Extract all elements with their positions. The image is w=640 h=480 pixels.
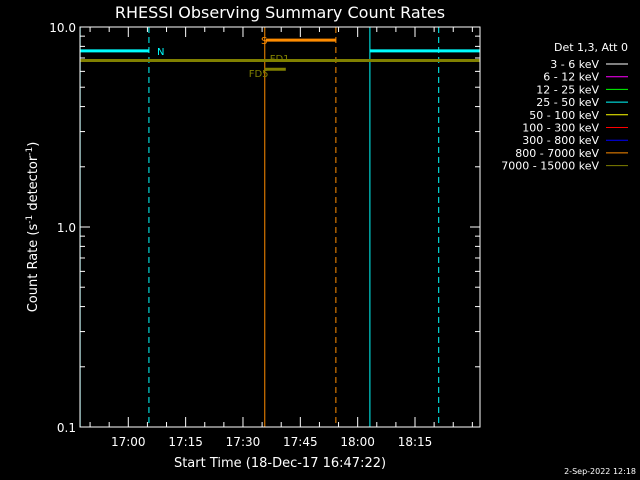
legend-label-2: 12 - 25 keV bbox=[536, 83, 599, 96]
y-axis-label-main: Count Rate (s bbox=[26, 224, 41, 313]
plot-frame bbox=[79, 26, 481, 428]
annotation-fd1: FD1 bbox=[270, 54, 290, 65]
legend-header: Det 1,3, Att 0 bbox=[554, 41, 628, 54]
y-tick-label: 0.1 bbox=[57, 421, 76, 435]
legend-label-5: 100 - 300 keV bbox=[522, 122, 599, 135]
y-axis-label-sup2: -1 bbox=[25, 147, 35, 156]
annotation-fd5: FD5 bbox=[249, 69, 269, 80]
y-axis-label-mid: detector bbox=[26, 155, 41, 215]
legend-label-1: 6 - 12 keV bbox=[543, 71, 599, 84]
legend-label-0: 3 - 6 keV bbox=[550, 58, 599, 71]
series-lines bbox=[80, 38, 480, 71]
x-tick-label: 17:30 bbox=[226, 435, 261, 449]
legend-label-7: 800 - 7000 keV bbox=[515, 147, 599, 160]
x-tick-label: 17:45 bbox=[283, 435, 318, 449]
annotation-n: N bbox=[157, 47, 164, 58]
x-tick-label: 17:15 bbox=[168, 435, 203, 449]
y-axis-label-sup1: -1 bbox=[25, 215, 35, 224]
vertical-lines bbox=[79, 27, 440, 427]
y-tick-label: 1.0 bbox=[57, 221, 76, 235]
x-axis-label: Start Time (18-Dec-17 16:47:22) bbox=[174, 456, 386, 471]
legend-label-6: 300 - 800 keV bbox=[522, 134, 599, 147]
y-tick-label: 10.0 bbox=[49, 21, 76, 35]
x-tick-label: 18:00 bbox=[340, 435, 375, 449]
annotation-s: S bbox=[261, 36, 267, 47]
x-tick-label: 18:15 bbox=[398, 435, 433, 449]
y-axis-label: Count Rate (s-1 detector-1) bbox=[25, 142, 41, 313]
x-axis: 17:00 17:15 17:30 17:45 18:00 18:15 bbox=[89, 27, 473, 449]
footer-timestamp: 2-Sep-2022 12:18 bbox=[564, 467, 636, 476]
legend-label-4: 50 - 100 keV bbox=[529, 109, 599, 122]
legend-label-3: 25 - 50 keV bbox=[536, 96, 599, 109]
legend-label-8: 7000 - 15000 keV bbox=[501, 160, 599, 173]
x-tick-label: 17:00 bbox=[111, 435, 146, 449]
chart-title: RHESSI Observing Summary Count Rates bbox=[115, 3, 445, 22]
y-axis: 0.1 1.0 10.0 bbox=[49, 21, 480, 435]
y-axis-label-end: ) bbox=[26, 142, 41, 147]
